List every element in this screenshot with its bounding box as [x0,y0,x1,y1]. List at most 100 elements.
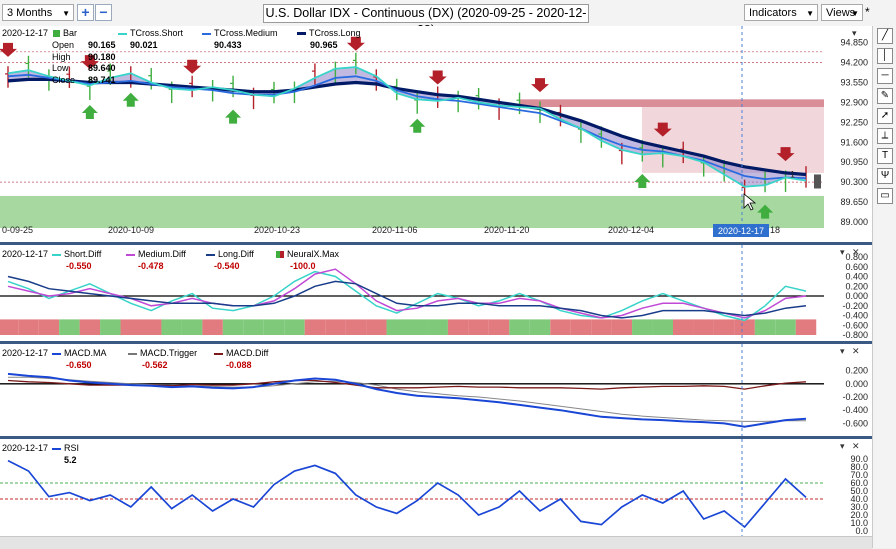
long-diff-name: Long.Diff [218,249,254,259]
vertical-line-button[interactable]: │ [877,48,893,64]
ohlc-readout: Open 90.165 High 90.180 Low 89.640 Close 89.… [52,40,116,86]
neuralx-block [325,319,346,335]
macd-pane-collapse-icon[interactable]: ▾ [840,346,845,356]
minus-line-icon: ─ [881,70,889,81]
tcross-short-name: TCross.Short [130,28,184,38]
macd-trigger-swatch-icon [128,352,137,355]
chevron-down-icon: ▼ [62,9,70,18]
zoom-out-button[interactable]: − [95,4,112,21]
views-select[interactable]: Views ▼ [821,4,863,21]
long-diff-value: -0.540 [214,261,240,271]
rsi-legend: RSI [52,443,79,453]
bar-legend: Bar [53,28,77,38]
neuralx-block [632,319,653,335]
ruler-tool-button[interactable]: ⟂ [877,128,893,144]
macd-chart-svg[interactable]: 0.200 0.000 -0.200 -0.400 -0.600 [0,344,872,436]
price-pane-collapse-icon[interactable]: ▾ [852,28,857,38]
pen-tool-button[interactable]: ╱ [877,28,893,44]
neuralx-block [263,319,285,335]
neuralx-name: NeuralX.Max [287,249,340,259]
price-y-tick-label: 90.300 [840,177,868,187]
horizontal-line-button[interactable]: ─ [877,68,893,84]
date-axis-label: 2020-10-23 [254,225,300,235]
wand-tool-button[interactable]: ✎ [877,88,893,104]
horizontal-scrollbar[interactable] [0,536,872,549]
crosshair-date-label: 2020-12-17 [718,226,764,236]
neuralx-value: -100.0 [290,261,316,271]
tcross-long-name: TCross.Long [309,28,361,38]
long-diff-swatch-icon [206,253,215,256]
macd-pane-close-icon[interactable]: ✕ [852,346,860,356]
rsi-date-label: 2020-12-17 [2,443,49,453]
buy-arrow-icon [757,204,774,219]
close-value: 89.741 [88,74,116,85]
macd-ma-swatch-icon [52,352,61,355]
rsi-y-tick-label: 20.0 [850,510,868,520]
period-select-value: 3 Months [7,7,53,19]
neuralx-block [161,319,182,335]
tcross-medium-swatch-icon [202,32,211,35]
neuralx-block [243,319,264,335]
diff-pane-close-icon[interactable]: ✕ [852,247,860,257]
date-axis-label: 18 [770,225,780,235]
pane-divider[interactable] [0,242,872,245]
neuralx-block [591,319,612,335]
sell-arrow-icon [428,70,447,85]
diff-y-tick-label: -0.800 [842,330,868,340]
period-select[interactable]: 3 Months ▼ [2,4,74,21]
diff-pane[interactable]: 0.800 0.600 0.400 0.200 0.000 -0.200 -0.400 -0.… [0,245,872,341]
neuralx-block [468,319,489,335]
neuralx-block [795,319,817,335]
cursor-tool-button[interactable]: ➚ [877,108,893,124]
short-diff-value: -0.550 [66,261,92,271]
neuralx-block [79,319,101,335]
views-label: Views [826,7,856,19]
pane-divider[interactable] [0,436,872,439]
macd-trigger-legend: MACD.Trigger [128,348,197,358]
rsi-chart-svg[interactable]: 90.080.070.060.050.040.030.020.010.00.0 [0,439,872,536]
neuralx-block [509,319,530,335]
price-pane[interactable]: 94.850 94.200 93.550 92.900 92.250 91.600 90.9… [0,26,872,242]
diff-y-tick-label: 0.800 [845,252,868,262]
neuralx-block [447,319,469,335]
rsi-line [7,459,807,529]
text-icon: T [881,150,889,161]
macd-trigger-line [8,376,806,422]
neuralx-green-swatch-icon [276,251,280,259]
fork-tool-button[interactable]: Ψ [877,168,893,184]
pen-icon: ╱ [881,30,889,41]
tcross-long-legend: TCross.Long [297,28,361,38]
neuralx-block [141,319,162,335]
buy-arrow-icon [409,118,426,133]
indicators-select[interactable]: Indicators ▼ [744,4,818,21]
ruler-icon: ⟂ [881,130,889,141]
rsi-name: RSI [64,443,80,453]
diff-chart-svg[interactable]: 0.8000.6000.4000.2000.000-0.200-0.400-0.… [0,245,872,341]
rsi-y-tick-label: 40.0 [850,494,868,504]
neuralx-block [38,319,60,335]
date-axis-label: 2020-12-04 [608,225,654,235]
rsi-y-tick-label: 80.0 [850,462,868,472]
minus-icon: − [99,4,108,20]
comment-tool-button[interactable]: ▭ [877,188,893,204]
rsi-pane[interactable]: 90.0 80.0 70.0 60.0 50.0 40.0 30.0 20.0 10.0 0.0 … [0,439,872,536]
neuralx-block [673,319,694,335]
price-chart-svg[interactable]: 94.850 94.200 93.550 92.900 92.250 91.600 90.9… [0,26,872,242]
low-label: Low [52,63,69,73]
pane-divider[interactable] [0,341,872,344]
macd-pane[interactable]: 0.200 0.000 -0.200 -0.400 -0.600 2020-12-17 … [0,344,872,436]
diff-pane-collapse-icon[interactable]: ▾ [840,247,845,257]
neuralx-block [570,319,592,335]
neuralx-block [0,319,19,335]
macd-diff-value: -0.088 [226,360,252,370]
rsi-pane-collapse-icon[interactable]: ▾ [840,441,845,451]
diff-y-tick-label: 0.000 [845,291,868,301]
text-tool-button[interactable]: T [877,148,893,164]
tcross-short-value: 90.021 [130,40,158,50]
neuralx-block [120,319,141,335]
zoom-in-button[interactable]: + [77,4,94,21]
medium-diff-swatch-icon [126,253,135,256]
rsi-y-tick-label: 30.0 [850,502,868,512]
rsi-pane-close-icon[interactable]: ✕ [852,441,860,451]
medium-diff-legend: Medium.Diff [126,249,186,259]
